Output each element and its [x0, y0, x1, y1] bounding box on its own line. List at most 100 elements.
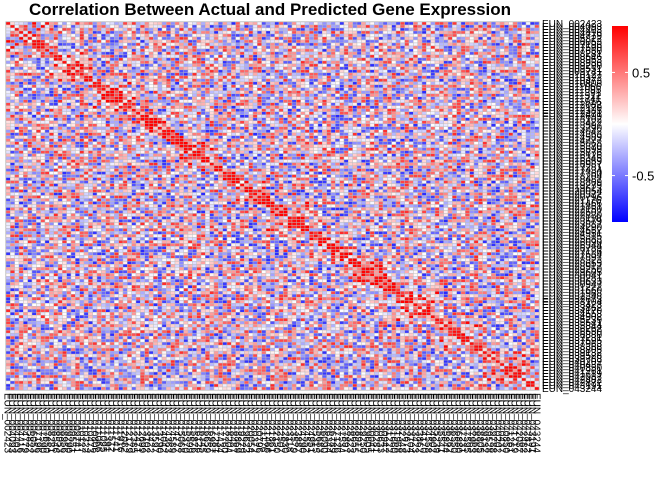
heatmap-cell	[287, 57, 293, 62]
heatmap-cell	[473, 45, 479, 50]
heatmap-cell	[417, 75, 423, 80]
heatmap-cell	[200, 39, 206, 44]
heatmap-cell	[391, 72, 397, 77]
heatmap-cell	[205, 21, 210, 26]
heatmap-cell	[387, 123, 392, 127]
heatmap-cell	[434, 39, 440, 44]
heatmap-cell	[339, 135, 345, 139]
heatmap-cell	[430, 93, 436, 97]
heatmap-cell	[309, 72, 314, 77]
heatmap-cell	[309, 36, 314, 41]
heatmap-cell	[40, 108, 46, 112]
heatmap-cell	[153, 36, 158, 41]
heatmap-cell	[278, 120, 284, 124]
heatmap-cell	[200, 120, 206, 124]
heatmap-cell	[404, 120, 410, 124]
heatmap-cell	[304, 78, 310, 83]
heatmap-cell	[14, 123, 20, 127]
heatmap-cell	[226, 96, 232, 100]
heatmap-cell	[23, 129, 28, 133]
heatmap-cell	[49, 114, 54, 118]
heatmap-cell	[144, 27, 150, 32]
heatmap-cell	[421, 69, 427, 74]
heatmap-cell	[209, 102, 215, 106]
heatmap-cell	[287, 102, 293, 106]
heatmap-cell	[49, 108, 54, 112]
heatmap-cell	[75, 93, 80, 97]
heatmap-cell	[213, 48, 219, 53]
heatmap-cell	[252, 111, 258, 115]
heatmap-cell	[127, 27, 132, 32]
heatmap-cell	[465, 21, 470, 26]
heatmap-cell	[23, 72, 28, 77]
heatmap-cell	[300, 48, 306, 53]
heatmap-cell	[408, 87, 414, 92]
heatmap-cell	[378, 54, 384, 59]
heatmap-cell	[18, 141, 24, 145]
heatmap-cell	[322, 24, 327, 29]
heatmap-cell	[291, 84, 297, 89]
heatmap-cell	[530, 105, 535, 109]
heatmap-cell	[148, 75, 154, 80]
heatmap-cell	[465, 75, 470, 80]
heatmap-cell	[322, 120, 327, 124]
heatmap-cell	[244, 30, 249, 35]
heatmap-cell	[218, 132, 223, 136]
heatmap-cell	[148, 33, 154, 38]
heatmap-cell	[482, 84, 488, 89]
heatmap-cell	[296, 30, 301, 35]
heatmap-cell	[517, 105, 522, 109]
heatmap-cell	[395, 129, 401, 133]
heatmap-cell	[192, 60, 197, 65]
heatmap-cell	[465, 51, 470, 56]
heatmap-cell	[356, 138, 362, 142]
heatmap-cell	[144, 63, 150, 68]
heatmap-cell	[161, 135, 167, 139]
heatmap-cell	[174, 39, 180, 44]
heatmap-cell	[231, 81, 236, 86]
heatmap-cell	[378, 21, 384, 26]
heatmap-cell	[83, 102, 89, 106]
heatmap-cell	[18, 69, 24, 74]
heatmap-cell	[512, 111, 518, 115]
heatmap-cell	[313, 69, 319, 74]
heatmap-cell	[92, 27, 98, 32]
heatmap-cell	[300, 72, 306, 77]
heatmap-cell	[114, 117, 119, 121]
heatmap-cell	[5, 63, 11, 68]
heatmap-cell	[434, 78, 440, 83]
heatmap-cell	[456, 48, 462, 53]
heatmap-cell	[122, 126, 128, 130]
heatmap-cell	[491, 51, 496, 56]
heatmap-cell	[304, 87, 310, 92]
heatmap-cell	[296, 21, 301, 26]
heatmap-cell	[491, 66, 496, 71]
heatmap-cell	[23, 27, 28, 32]
heatmap-cell	[183, 96, 189, 100]
heatmap-cell	[400, 102, 405, 106]
heatmap-cell	[231, 141, 236, 145]
heatmap-cell	[495, 81, 501, 86]
heatmap-cell	[486, 96, 492, 100]
heatmap-cell	[57, 129, 63, 133]
heatmap-cell	[153, 117, 158, 121]
heatmap-cell	[235, 78, 241, 83]
heatmap-cell	[486, 45, 492, 50]
heatmap-cell	[491, 69, 496, 74]
heatmap-cell	[62, 96, 67, 100]
heatmap-cell	[157, 72, 163, 77]
heatmap-cell	[456, 39, 462, 44]
heatmap-cell	[400, 54, 405, 59]
heatmap-cell	[374, 27, 379, 32]
heatmap-cell	[443, 30, 449, 35]
heatmap-cell	[70, 84, 76, 89]
heatmap-cell	[270, 129, 275, 133]
heatmap-cell	[469, 42, 475, 47]
heatmap-cell	[517, 69, 522, 74]
heatmap-cell	[304, 66, 310, 71]
heatmap-cell	[66, 27, 72, 32]
heatmap-cell	[96, 111, 102, 115]
heatmap-cell	[413, 33, 418, 38]
heatmap-cell	[270, 57, 275, 62]
heatmap-cell	[482, 63, 488, 68]
